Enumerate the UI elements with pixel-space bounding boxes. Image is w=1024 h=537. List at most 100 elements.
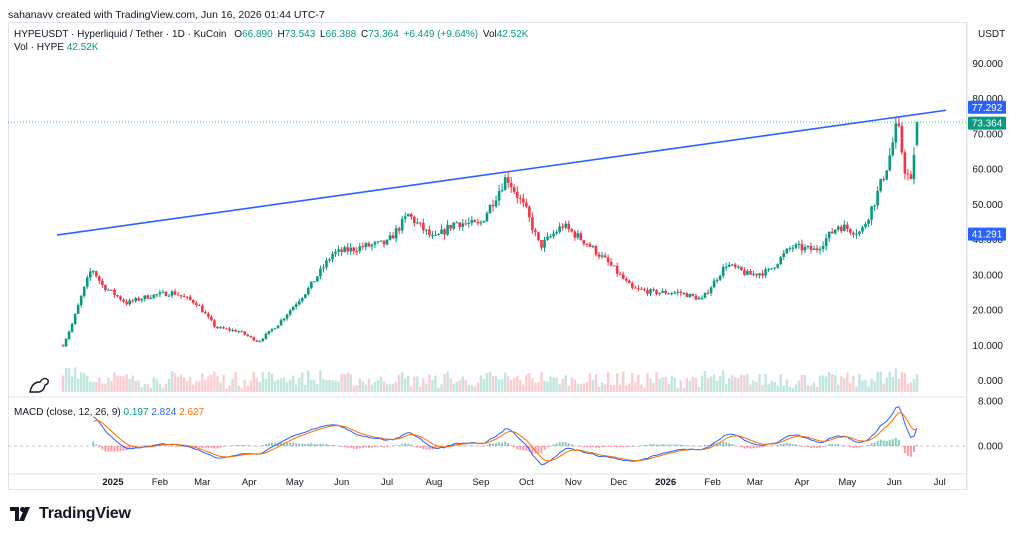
trendline[interactable] [56, 109, 947, 236]
candle-body [634, 287, 637, 289]
candle-body [328, 259, 331, 261]
volume-bar [912, 378, 916, 392]
volume-bar [703, 371, 707, 392]
macd-histogram-bar [567, 443, 570, 446]
volume-line-label[interactable]: Vol · HYPE [14, 42, 65, 53]
macd-histogram-bar [540, 446, 543, 453]
macd-histogram-bar [764, 446, 767, 447]
macd-histogram-bar [776, 445, 779, 446]
volume-bar [513, 377, 516, 392]
macd-histogram-bar [516, 446, 519, 450]
candle-body [867, 219, 870, 224]
volume-bar [503, 372, 507, 392]
macd-histogram-bar [352, 446, 355, 449]
tradingview-logo[interactable]: TradingView [10, 505, 131, 523]
candle-body [794, 244, 798, 248]
volume-bar [831, 374, 834, 392]
volume-bar [410, 386, 413, 392]
volume-bar [809, 385, 813, 392]
macd-histogram-bar [579, 446, 582, 447]
candle-body [367, 243, 371, 247]
volume-label: Vol [482, 29, 497, 40]
volume-bar [92, 381, 95, 392]
macd-histogram-bar [646, 445, 649, 446]
macd-histogram-bar [616, 446, 619, 448]
price-tick-label: 60.000 [972, 165, 1003, 176]
volume-bar [812, 382, 816, 392]
volume-bar [631, 372, 634, 392]
volume-bar [885, 377, 888, 392]
candle-body [131, 300, 134, 302]
macd-histogram-bar [443, 446, 446, 447]
candle-body [422, 222, 425, 231]
macd-signal-line [93, 412, 918, 462]
macd-label[interactable]: MACD (close, 12, 26, 9) [14, 407, 121, 418]
candle-body [712, 280, 716, 288]
volume-bar [876, 371, 879, 392]
macd-histogram-bar [143, 445, 146, 446]
candle-body [452, 222, 455, 229]
candle-body [509, 182, 513, 188]
symbol-legend: HYPEUSDT · Hyperliquid / Tether · 1D · K… [14, 29, 530, 40]
macd-histogram-bar [794, 444, 797, 446]
price-tick-label: 70.000 [972, 129, 1003, 140]
volume-bar [573, 379, 576, 392]
macd-histogram-bar [113, 446, 116, 452]
volume-bar [840, 376, 843, 392]
macd-histogram-bar [258, 445, 261, 447]
volume-bar [755, 381, 758, 392]
macd-histogram-bar [243, 445, 246, 446]
macd-histogram-bar [655, 444, 658, 446]
volume-bar [694, 378, 698, 392]
volume-bar [310, 379, 313, 392]
volume-bar [101, 383, 104, 392]
macd-histogram-value: 0.197 [123, 407, 149, 418]
candle-body [494, 200, 498, 207]
macd-histogram-bar [292, 442, 295, 446]
macd-histogram-bar [286, 442, 289, 446]
volume-bar [122, 376, 125, 392]
volume-bar [752, 380, 755, 392]
macd-histogram-bar [870, 442, 873, 446]
candle-body [276, 325, 280, 329]
macd-histogram-bar [373, 446, 376, 448]
volume-bar [104, 383, 107, 392]
macd-histogram-bar [383, 446, 386, 448]
volume-bar [849, 383, 852, 392]
candle-body [546, 236, 549, 240]
macd-histogram-bar [401, 443, 404, 446]
volume-bar [328, 379, 331, 392]
macd-histogram-bar [697, 446, 700, 447]
volume-bar [679, 380, 682, 392]
macd-histogram-bar [537, 446, 540, 454]
time-axis-label: Apr [795, 477, 810, 488]
tradingview-logo-icon [10, 507, 30, 521]
macd-histogram-bar [598, 446, 601, 448]
macd-histogram-bar [773, 445, 776, 446]
candle-body [294, 304, 298, 307]
macd-histogram-bar [610, 446, 613, 448]
candle-body [888, 155, 892, 171]
volume-bar [176, 376, 180, 392]
volume-bar [491, 376, 495, 392]
macd-histogram-bar [840, 445, 843, 446]
candle-body [718, 275, 722, 280]
volume-bar [728, 378, 731, 392]
candle-body [809, 245, 813, 250]
volume-bar [146, 384, 149, 392]
currency-label[interactable]: USDT [978, 29, 1006, 40]
symbol-title[interactable]: HYPEUSDT · Hyperliquid / Tether · 1D · K… [14, 29, 227, 40]
candle-body [721, 266, 725, 276]
volume-bar [264, 378, 268, 392]
candle-body [600, 255, 604, 257]
macd-histogram-bar [164, 445, 167, 447]
volume-bar [906, 383, 910, 392]
volume-bar [806, 385, 810, 392]
candle-body [749, 270, 752, 275]
volume-bar [304, 384, 307, 392]
candle-body [525, 202, 528, 207]
macd-histogram-bar [570, 444, 573, 446]
candle-body [400, 218, 404, 231]
candle-body [306, 288, 310, 295]
